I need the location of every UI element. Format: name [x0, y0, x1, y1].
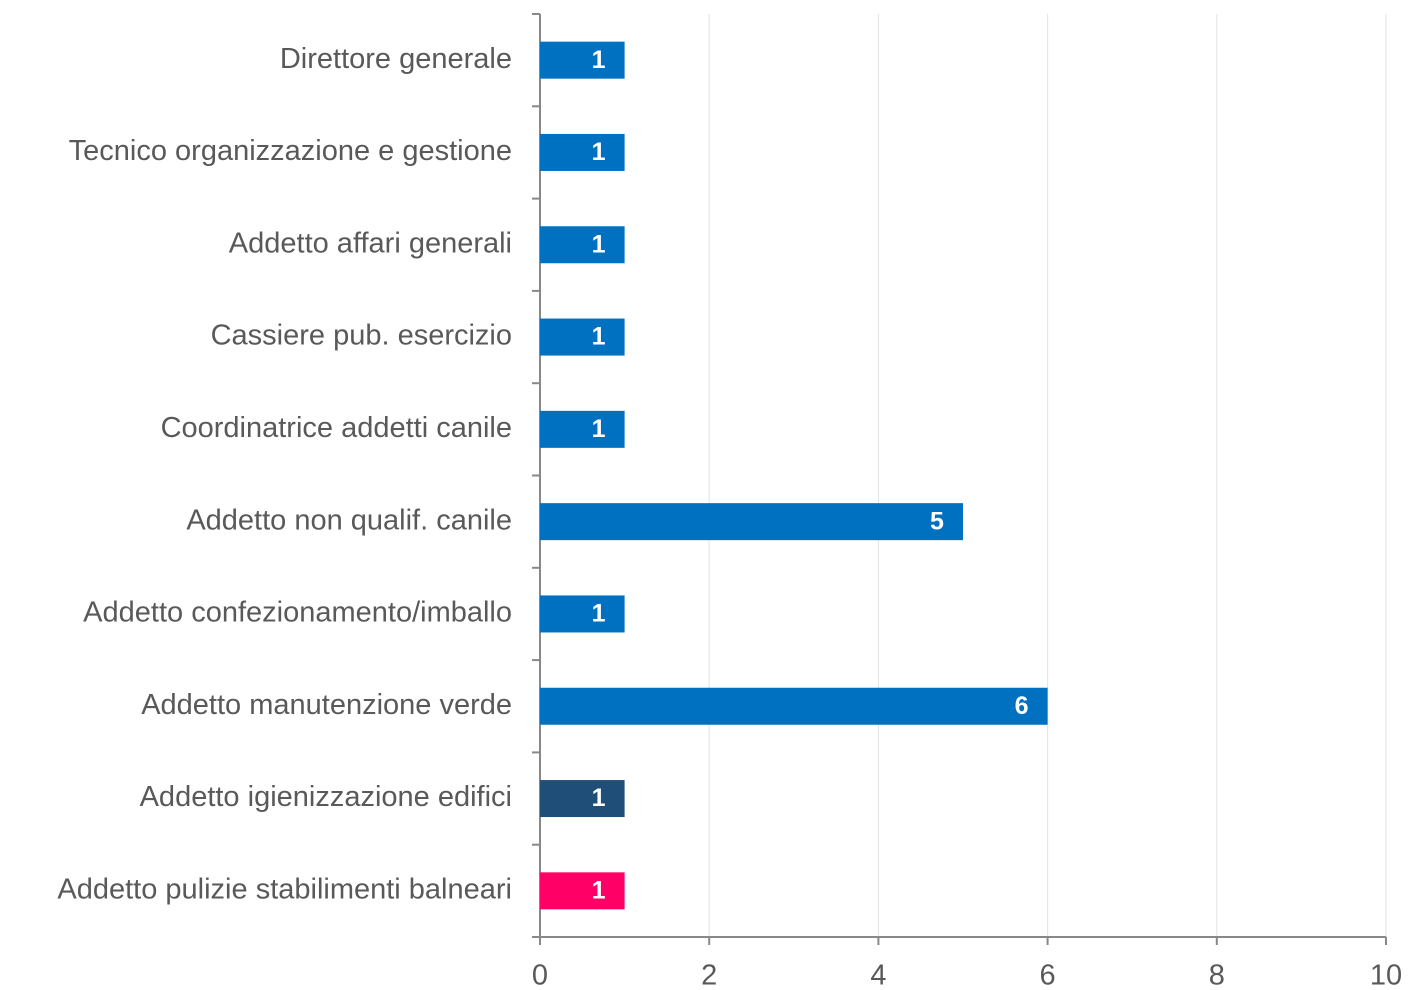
- value-label: 1: [592, 876, 606, 904]
- value-label: 1: [592, 415, 606, 443]
- value-label: 1: [592, 230, 606, 258]
- y-tick-label: Addetto confezionamento/imballo: [83, 597, 512, 629]
- value-label: 5: [930, 507, 944, 535]
- x-tick-label: 8: [1209, 960, 1225, 990]
- value-label: 6: [1015, 692, 1029, 720]
- bar: [540, 226, 625, 264]
- bar: [540, 503, 963, 541]
- x-tick-label: 0: [532, 960, 548, 990]
- y-tick-label: Coordinatrice addetti canile: [161, 412, 512, 444]
- value-label: 1: [592, 323, 606, 351]
- y-tick-label: Addetto manutenzione verde: [141, 689, 512, 721]
- bar: [540, 595, 625, 633]
- bar: [540, 318, 625, 356]
- x-tick-label: 2: [701, 960, 717, 990]
- y-tick-label: Addetto non qualif. canile: [186, 504, 512, 536]
- x-tick-label: 10: [1370, 960, 1402, 990]
- y-tick-label: Addetto affari generali: [229, 227, 512, 259]
- x-tick-label: 4: [870, 960, 886, 990]
- bar: [540, 133, 625, 171]
- bar: [540, 780, 625, 818]
- x-tick-label: 6: [1040, 960, 1056, 990]
- bar: [540, 41, 625, 79]
- bar: [540, 687, 1048, 725]
- y-tick-label: Cassiere pub. esercizio: [211, 320, 512, 352]
- y-tick-label: Tecnico organizzazione e gestione: [69, 135, 512, 167]
- value-label: 1: [592, 600, 606, 628]
- value-label: 1: [592, 46, 606, 74]
- y-tick-label: Addetto pulizie stabilimenti balneari: [57, 874, 512, 906]
- y-tick-label: Addetto igienizzazione edifici: [140, 781, 512, 813]
- bar: [540, 410, 625, 448]
- value-label: 1: [592, 138, 606, 166]
- y-tick-label: Direttore generale: [280, 43, 512, 75]
- bar: [540, 872, 625, 910]
- value-label: 1: [592, 784, 606, 812]
